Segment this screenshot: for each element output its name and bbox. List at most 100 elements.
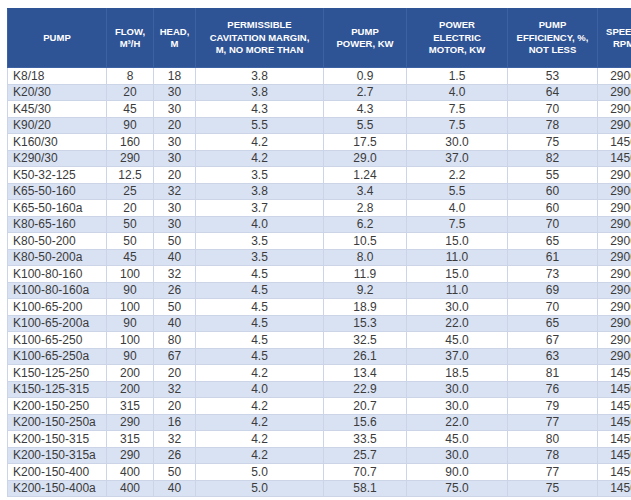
pump-name-cell: K100-65-250	[8, 332, 107, 349]
table-cell: 4.2	[196, 431, 324, 448]
table-row: K160/30160304.217.530.0751450	[8, 134, 631, 151]
pump-name-cell: K200-150-315	[8, 431, 107, 448]
table-cell: 22.9	[324, 381, 407, 398]
table-row: K80-50-20050503.510.515.0652900	[8, 233, 631, 250]
table-cell: 290	[107, 447, 154, 464]
table-cell: 4.5	[196, 282, 324, 299]
pump-name-cell: K160/30	[8, 134, 107, 151]
table-cell: 80	[154, 332, 196, 349]
table-cell: 1450	[598, 134, 631, 151]
table-cell: 1450	[598, 414, 631, 431]
table-cell: 50	[154, 464, 196, 481]
table-cell: 30	[154, 134, 196, 151]
table-cell: 32	[154, 381, 196, 398]
table-cell: 1450	[598, 398, 631, 415]
table-cell: 2900	[598, 282, 631, 299]
table-cell: 20.7	[324, 398, 407, 415]
table-cell: 15.3	[324, 315, 407, 332]
table-cell: 90	[107, 348, 154, 365]
table-cell: 1450	[598, 464, 631, 481]
table-cell: 9.2	[324, 282, 407, 299]
table-cell: 3.5	[196, 167, 324, 184]
table-cell: 30.0	[407, 447, 508, 464]
table-cell: 400	[107, 480, 154, 497]
table-cell: 65	[508, 233, 598, 250]
table-cell: 3.4	[324, 183, 407, 200]
table-cell: 11.9	[324, 266, 407, 283]
table-cell: 3.8	[196, 84, 324, 101]
pump-name-cell: K100-65-250a	[8, 348, 107, 365]
table-cell: 1450	[598, 150, 631, 167]
table-header: PUMPFLOW, M³/HHEAD, MPERMISSIBLE CAVITAT…	[8, 9, 631, 68]
table-cell: 3.5	[196, 233, 324, 250]
table-cell: 2900	[598, 68, 631, 85]
table-cell: 75	[508, 480, 598, 497]
table-cell: 2900	[598, 200, 631, 217]
pump-name-cell: K65-50-160	[8, 183, 107, 200]
table-row: K150-125-250200204.213.418.5811450	[8, 365, 631, 382]
pump-name-cell: K100-65-200	[8, 299, 107, 316]
table-cell: 20	[107, 84, 154, 101]
table-cell: 65	[508, 315, 598, 332]
table-cell: 13.4	[324, 365, 407, 382]
table-cell: 40	[154, 480, 196, 497]
table-cell: 2900	[598, 101, 631, 118]
table-cell: 2900	[598, 233, 631, 250]
table-cell: 77	[508, 414, 598, 431]
table-cell: 15.0	[407, 266, 508, 283]
table-cell: 4.0	[407, 200, 508, 217]
table-cell: 50	[154, 233, 196, 250]
table-cell: 30.0	[407, 299, 508, 316]
table-cell: 2900	[598, 117, 631, 134]
table-cell: 78	[508, 447, 598, 464]
table-cell: 4.2	[196, 398, 324, 415]
table-cell: 11.0	[407, 282, 508, 299]
table-cell: 2900	[598, 299, 631, 316]
table-cell: 64	[508, 84, 598, 101]
table-cell: 25	[107, 183, 154, 200]
table-cell: 58.1	[324, 480, 407, 497]
table-cell: 60	[508, 200, 598, 217]
table-cell: 1450	[598, 447, 631, 464]
table-cell: 90.0	[407, 464, 508, 481]
table-cell: 61	[508, 249, 598, 266]
table-cell: 29.0	[324, 150, 407, 167]
table-cell: 75.0	[407, 480, 508, 497]
table-row: K100-65-200a90404.515.322.0652900	[8, 315, 631, 332]
table-cell: 5.5	[196, 117, 324, 134]
pump-specifications-table: PUMPFLOW, M³/HHEAD, MPERMISSIBLE CAVITAT…	[7, 8, 631, 497]
table-cell: 2900	[598, 332, 631, 349]
column-header-speed: SPEED, RPM	[598, 9, 631, 68]
table-cell: 30.0	[407, 134, 508, 151]
table-cell: 22.0	[407, 414, 508, 431]
table-cell: 55	[508, 167, 598, 184]
table-row: K150-125-315200324.022.930.0761450	[8, 381, 631, 398]
table-cell: 315	[107, 431, 154, 448]
table-cell: 70	[508, 216, 598, 233]
table-cell: 45	[107, 249, 154, 266]
table-cell: 3.5	[196, 249, 324, 266]
table-cell: 4.5	[196, 315, 324, 332]
table-cell: 200	[107, 381, 154, 398]
table-cell: 17.5	[324, 134, 407, 151]
table-cell: 10.5	[324, 233, 407, 250]
table-cell: 4.0	[196, 381, 324, 398]
pump-name-cell: K200-150-400a	[8, 480, 107, 497]
table-cell: 30	[154, 216, 196, 233]
table-cell: 2900	[598, 348, 631, 365]
column-header-pump-power: PUMP POWER, KW	[324, 9, 407, 68]
table-cell: 18	[154, 68, 196, 85]
table-cell: 18.9	[324, 299, 407, 316]
table-cell: 50	[107, 233, 154, 250]
table-cell: 33.5	[324, 431, 407, 448]
pump-name-cell: K150-125-250	[8, 365, 107, 382]
table-cell: 70.7	[324, 464, 407, 481]
table-cell: 53	[508, 68, 598, 85]
pump-name-cell: K200-150-400	[8, 464, 107, 481]
table-cell: 2900	[598, 167, 631, 184]
table-cell: 1450	[598, 365, 631, 382]
table-cell: 8.0	[324, 249, 407, 266]
table-cell: 45.0	[407, 431, 508, 448]
pump-name-cell: K200-150-250	[8, 398, 107, 415]
table-row: K90/2090205.55.57.5782900	[8, 117, 631, 134]
